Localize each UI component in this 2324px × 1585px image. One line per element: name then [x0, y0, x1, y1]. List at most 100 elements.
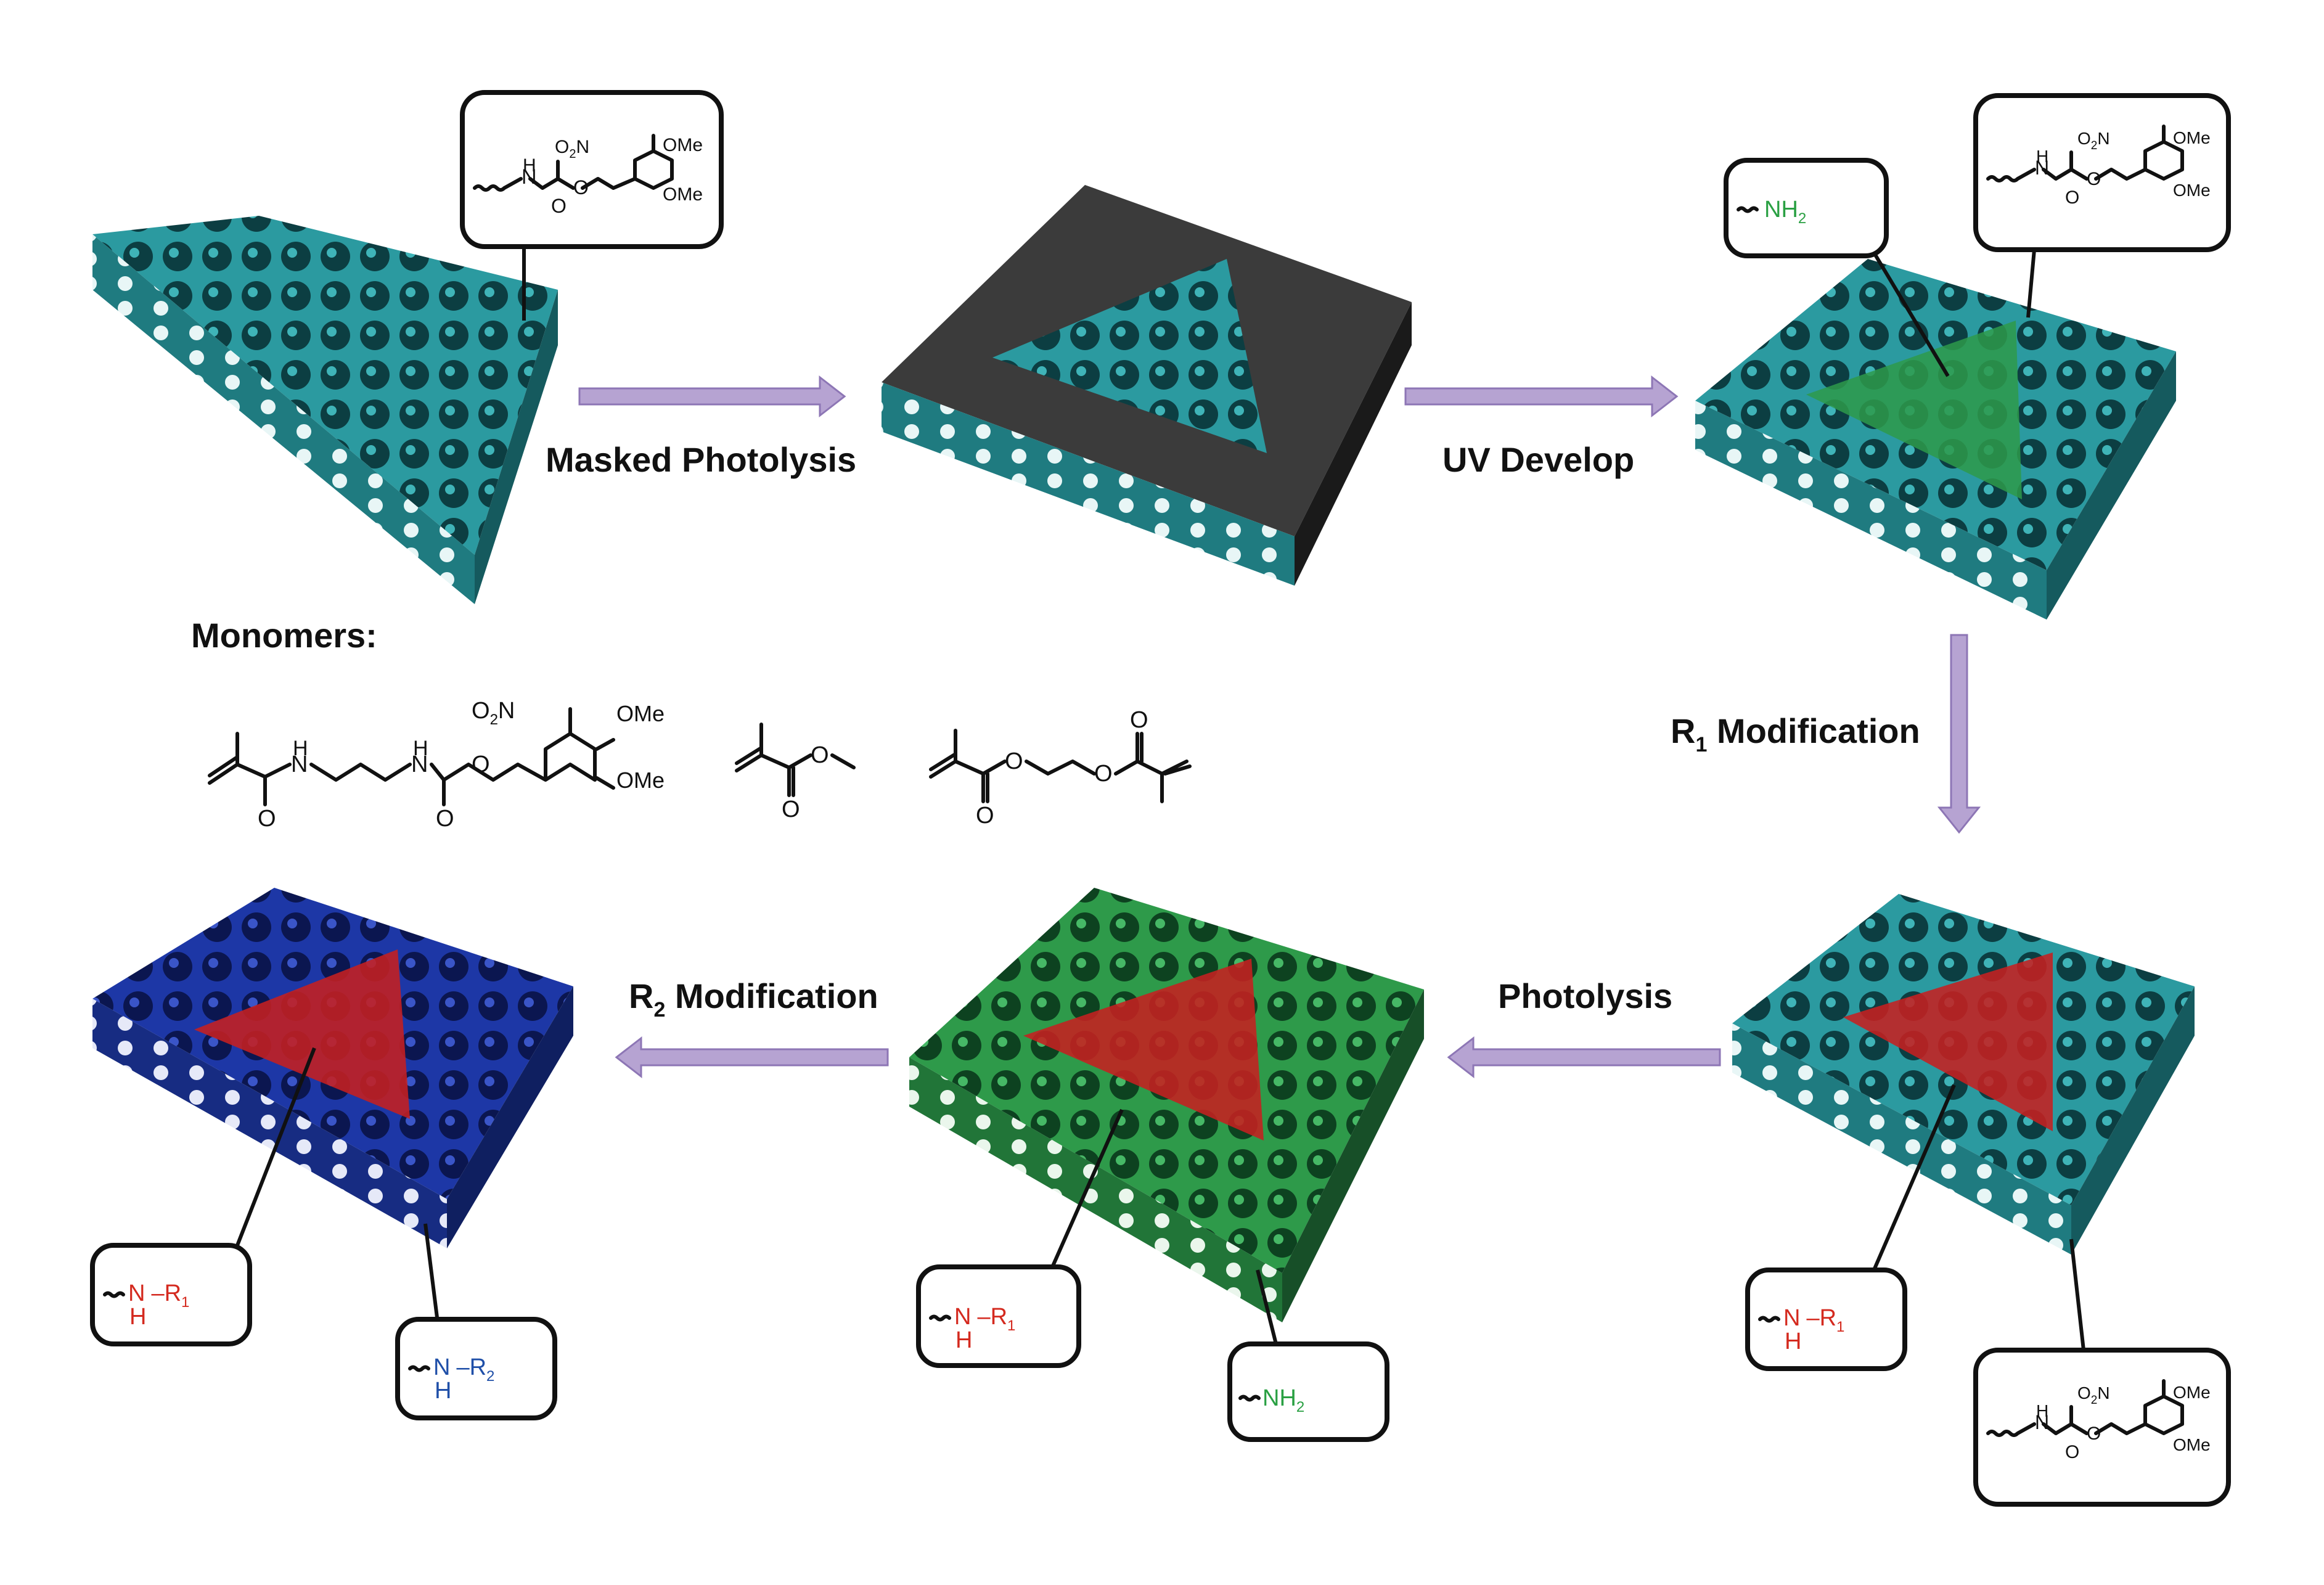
text-o2n: O2N [2077, 129, 2110, 152]
callout-photolyzed-nhr1: N –R1 H [916, 1108, 1124, 1368]
text-o-ester: O [2087, 169, 2101, 189]
text-nh: H [523, 155, 536, 176]
triangle-r1-region [1023, 959, 1264, 1141]
text-ome-1: OMe [2173, 128, 2211, 147]
text-o-ester: O [2087, 1423, 2101, 1444]
slab-developed [1695, 259, 2176, 620]
leader-line [1049, 1108, 1124, 1271]
text-h-carbamate: H [413, 737, 428, 760]
monomer-nvoc-methacrylamide: N H O N H O O O2N OMe OMe [208, 698, 665, 832]
monomer-egdma: O O O O [929, 707, 1192, 829]
nvoc-structure: N H O O O2N OMe OMe [473, 134, 703, 217]
text-o2n: O2N [2077, 1383, 2110, 1407]
arrow-masked-photolysis [578, 375, 846, 418]
text-nhr1: N –R1 [128, 1280, 189, 1311]
callout-box [90, 1243, 252, 1346]
text-nh: H [2036, 147, 2048, 166]
text-ome-1: OMe [2173, 1383, 2211, 1402]
text-o-carbonyl: O [551, 195, 567, 217]
text-n-carbamate: N [411, 752, 428, 777]
callout-box [1724, 158, 1889, 258]
text-ome-1: OMe [663, 135, 703, 155]
text-o-ester: O [811, 742, 829, 768]
text-ome-1: OMe [616, 701, 665, 726]
leader-line [2069, 1239, 2085, 1351]
text-o-amide: O [258, 806, 276, 832]
text-nhr1: N –R1 [1783, 1305, 1844, 1335]
callout-final-nhr2: N –R2 H [395, 1223, 557, 1420]
callout-box [1227, 1341, 1389, 1442]
label-r2-modification: R2 Modification [629, 977, 878, 1022]
text-o-ester-2: O [1094, 761, 1113, 787]
callout-box [1973, 93, 2231, 252]
text-ome-2: OMe [616, 768, 665, 793]
callout-box [1973, 1348, 2231, 1507]
text-o2n: O2N [555, 137, 589, 161]
triangle-r1-region [194, 949, 410, 1119]
arrow-r1-modification [1937, 634, 1981, 834]
triangle-r1-region [1843, 952, 2053, 1131]
text-nhr1: N –R1 [954, 1304, 1015, 1334]
leader-line [235, 1047, 316, 1247]
arrow-uv-develop [1404, 375, 1679, 418]
leader-line [1256, 1269, 1278, 1345]
slab-final-blue [92, 888, 573, 1248]
callout-r1-nhr1: N –R1 H [1745, 1084, 1956, 1371]
triangle-window [992, 259, 1267, 453]
text-nhr2-h: H [435, 1378, 451, 1404]
callout-box [916, 1264, 1081, 1368]
slab-initial [92, 216, 558, 604]
callout-box [395, 1317, 557, 1420]
label-masked-photolysis: Masked Photolysis [546, 440, 856, 479]
text-nhr1-h: H [955, 1327, 972, 1353]
text-n: N [2035, 1411, 2049, 1433]
nvoc-structure: N H O O O2N OMe OMe [1986, 1379, 2211, 1462]
slab-masked [882, 185, 1412, 586]
arrow-r2-modification [615, 1036, 889, 1079]
text-nhr2: N –R2 [433, 1354, 494, 1385]
label-monomers: Monomers: [191, 616, 377, 655]
slab-r1-teal [1732, 894, 2195, 1255]
text-n: N [522, 165, 537, 189]
monomer-methyl-methacrylate: O O [735, 723, 856, 822]
leader-line [2026, 249, 2036, 318]
callout-initial-ester: N H O O O2N OMe OMe [460, 90, 724, 321]
nvoc-structure: N H O O O2N OMe OMe [1986, 125, 2211, 208]
text-o2n: O2N [472, 698, 515, 728]
arrow-photolysis [1447, 1036, 1721, 1079]
callout-developed-nh2: NH2 [1724, 158, 1950, 377]
text-nh: H [2036, 1401, 2048, 1420]
text-o-carbonyl: O [782, 797, 800, 822]
callout-r1-ester: N H O O O2N OMe OMe [1973, 1239, 2231, 1507]
text-nh2: NH2 [1262, 1385, 1304, 1415]
text-ome-2: OMe [2173, 1435, 2211, 1454]
text-n: N [2035, 157, 2049, 179]
text-h-amide: H [293, 737, 308, 760]
text-o-ester: O [472, 752, 490, 777]
text-o-carbonyl-1: O [976, 803, 994, 829]
text-nh2: NH2 [1764, 197, 1806, 227]
text-nhr1-h: H [129, 1304, 146, 1330]
text-o-carbonyl: O [2065, 187, 2079, 208]
text-o-carbonyl: O [436, 806, 454, 832]
callout-box [1745, 1268, 1907, 1371]
text-o-ester-1: O [1005, 748, 1023, 774]
text-n-amide: N [291, 752, 308, 777]
text-ome-2: OMe [663, 184, 703, 205]
text-o-ester: O [573, 176, 589, 199]
text-nhr1-h: H [1785, 1329, 1801, 1354]
label-uv-develop: UV Develop [1442, 440, 1634, 479]
callout-developed-ester: N H O O O2N OMe OMe [1973, 93, 2231, 318]
callout-photolyzed-nh2: NH2 [1227, 1269, 1389, 1442]
triangle-amine-region [1806, 321, 2022, 499]
callout-box [460, 90, 724, 249]
slab-photolyzed-green [909, 888, 1424, 1322]
leader-line [1872, 252, 1950, 377]
leader-line [423, 1223, 440, 1323]
leader-line [1872, 1084, 1956, 1271]
text-ome-2: OMe [2173, 181, 2211, 200]
label-r1-modification: R1 Modification [1671, 711, 1920, 756]
text-o-carbonyl: O [2065, 1442, 2079, 1462]
callout-final-nhr1: N –R1 H [90, 1047, 316, 1346]
